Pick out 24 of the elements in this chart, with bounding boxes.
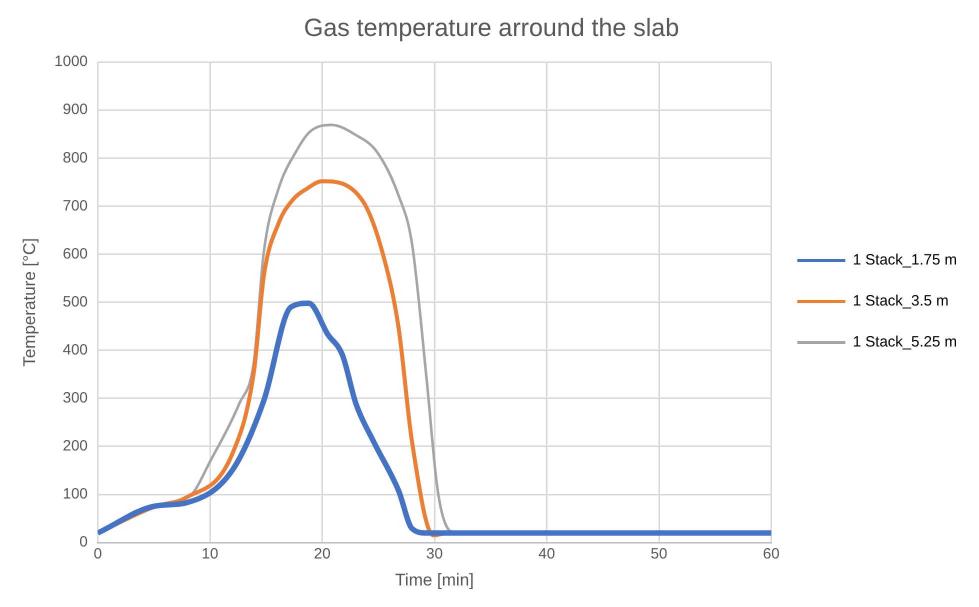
x-axis-title: Time [min] <box>395 570 474 590</box>
legend-label: 1 Stack_3.5 m <box>852 292 949 310</box>
y-axis-title: Temperature [°C] <box>20 238 39 367</box>
x-tick-label: 0 <box>94 546 102 563</box>
y-tick-label: 900 <box>62 101 88 118</box>
x-tick-label: 10 <box>202 546 218 563</box>
x-tick-label: 30 <box>426 546 443 563</box>
y-tick-label: 100 <box>62 486 88 503</box>
y-tick-label: 200 <box>62 438 88 455</box>
y-tick-label: 400 <box>62 342 88 358</box>
y-tick-label: 600 <box>62 245 88 262</box>
x-tick-label: 50 <box>650 546 668 563</box>
x-tick-label: 40 <box>538 546 556 563</box>
y-tick-label: 300 <box>62 390 88 407</box>
y-tick-label: 800 <box>62 149 88 166</box>
x-tick-label: 20 <box>314 546 331 563</box>
y-tick-label: 0 <box>79 534 88 551</box>
legend-label: 1 Stack_1.75 m <box>852 252 958 269</box>
chart-title: Gas temperature arround the slab <box>304 14 680 42</box>
y-tick-label: 500 <box>62 293 88 310</box>
legend-label: 1 Stack_5.25 m <box>852 334 958 351</box>
y-tick-label: 700 <box>62 197 88 214</box>
x-tick-label: 60 <box>762 546 780 563</box>
y-tick-label: 1000 <box>54 53 88 70</box>
